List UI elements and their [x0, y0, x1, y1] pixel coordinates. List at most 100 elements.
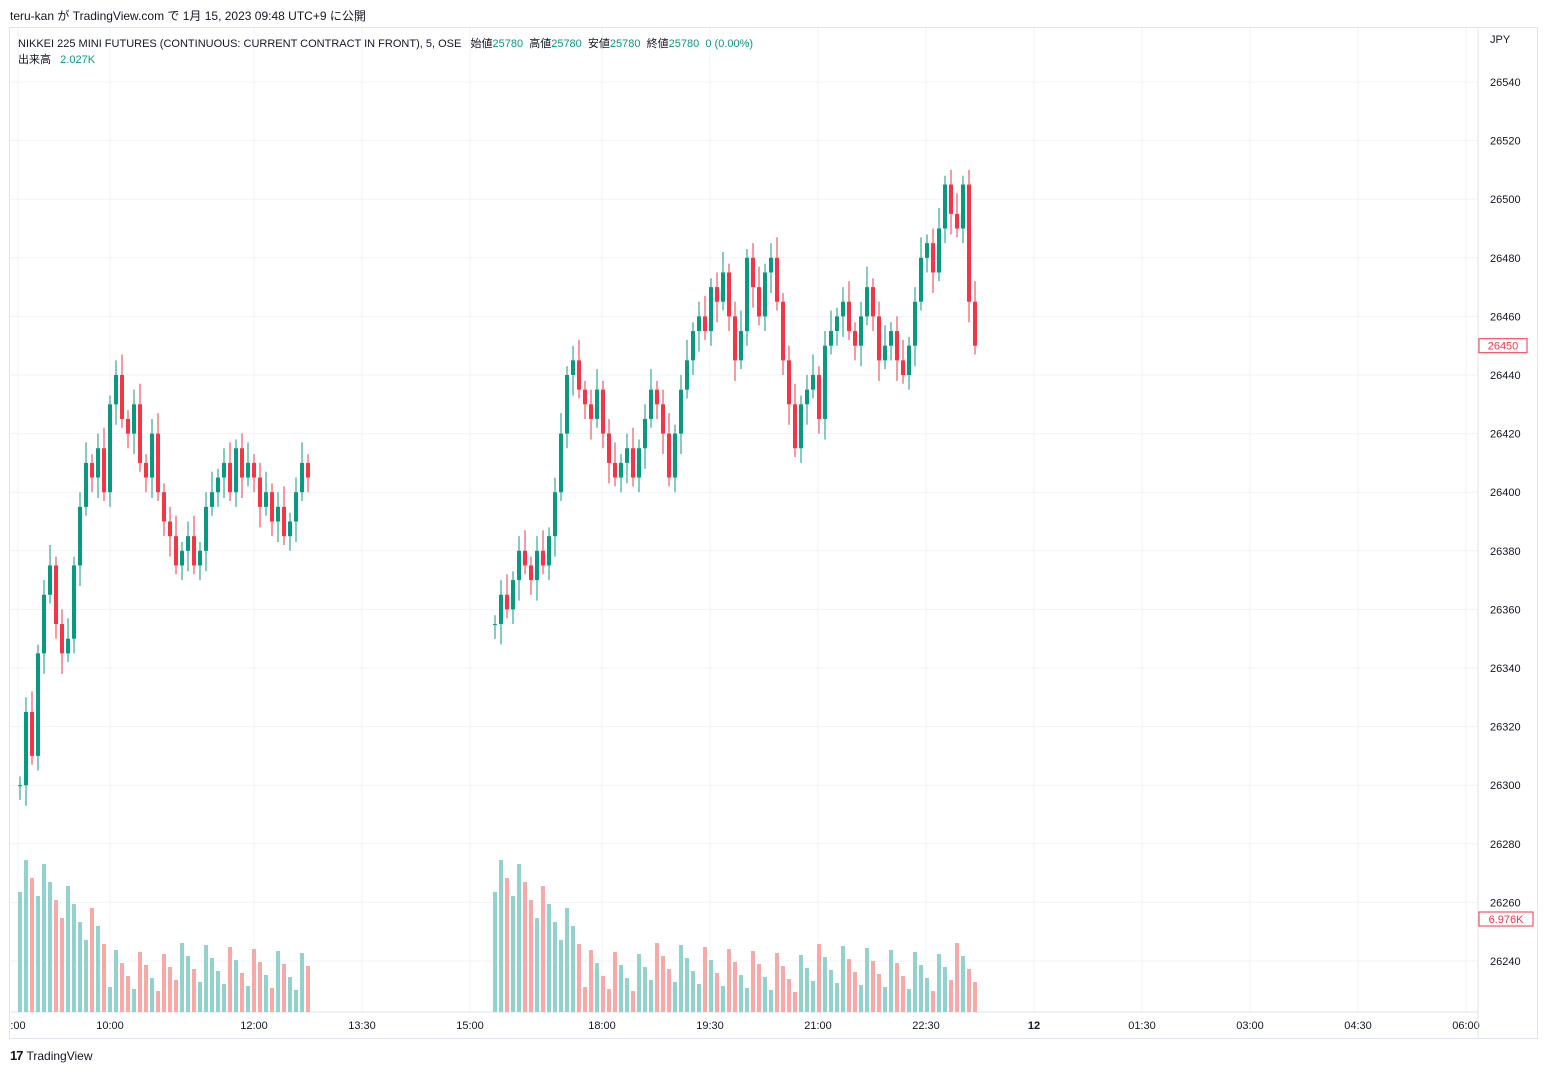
change-value: 0 (0.00%)	[705, 38, 754, 50]
candle-body	[823, 345, 827, 419]
candle-body	[156, 433, 160, 493]
candle-body	[246, 462, 250, 478]
y-tick-label: 26300	[1490, 780, 1521, 792]
volume-bar	[655, 943, 659, 1012]
last-price-label: 26450	[1488, 341, 1519, 353]
volume-bar	[913, 952, 917, 1012]
candle-body	[793, 404, 797, 449]
volume-bar	[643, 967, 647, 1012]
volume-badge-label: 6.976K	[1489, 914, 1525, 926]
candle-body	[925, 243, 929, 258]
volume-bar	[943, 967, 947, 1012]
brand-name[interactable]: TradingView	[26, 1048, 93, 1063]
candle-body	[877, 316, 881, 361]
candle-body	[108, 404, 112, 493]
candle-body	[541, 550, 545, 566]
tradingview-logo-icon[interactable]: 17	[10, 1048, 24, 1063]
x-tick-label: :00	[10, 1020, 25, 1032]
volume-bar	[210, 958, 214, 1012]
y-tick-label: 26340	[1490, 663, 1521, 675]
low-label: 安値	[587, 38, 610, 50]
candle-body	[649, 389, 653, 419]
x-tick-label: 19:30	[696, 1020, 724, 1032]
candle-body	[42, 594, 46, 654]
volume-bar	[144, 965, 148, 1012]
candle-body	[895, 331, 899, 361]
volume-bar	[745, 988, 749, 1012]
candle-body	[643, 418, 647, 449]
candle-body	[174, 536, 178, 566]
volume-bar	[559, 940, 563, 1012]
candle-body	[697, 316, 701, 332]
volume-bar	[853, 972, 857, 1012]
volume-bar	[661, 956, 665, 1012]
volume-bar	[841, 946, 845, 1012]
volume-bar	[102, 944, 106, 1012]
x-tick-label: 18:00	[588, 1020, 616, 1032]
volume-bar	[505, 878, 509, 1012]
volume-bar	[306, 966, 310, 1012]
volume-bar	[805, 968, 809, 1012]
candle-body	[499, 594, 503, 625]
candle-body	[949, 184, 953, 214]
volume-bar	[192, 969, 196, 1012]
candle-body	[661, 404, 665, 434]
candle-body	[703, 316, 707, 332]
candle-body	[757, 287, 761, 317]
symbol-name[interactable]: NIKKEI 225 MINI FUTURES (CONTINUOUS: CUR…	[18, 38, 462, 50]
volume-bar	[24, 860, 28, 1012]
volume-bar	[937, 954, 941, 1012]
candle-body	[829, 331, 833, 346]
candle-body	[883, 345, 887, 361]
candle-body	[517, 550, 521, 581]
candle-body	[685, 360, 689, 390]
volume-bar	[589, 950, 593, 1012]
candle-body	[36, 653, 40, 756]
volume-bar	[493, 892, 497, 1012]
high-label: 高値	[529, 38, 552, 50]
volume-bar	[511, 896, 515, 1012]
candle-body	[162, 492, 166, 522]
candle-body	[240, 448, 244, 478]
volume-bar	[709, 960, 713, 1012]
y-tick-label: 26420	[1490, 429, 1521, 441]
candle-body	[66, 638, 70, 654]
candle-body	[150, 433, 154, 478]
volume-bar	[907, 989, 911, 1012]
candle-body	[943, 184, 947, 229]
volume-bar	[42, 864, 46, 1012]
volume-bar	[541, 886, 545, 1012]
volume-bar	[877, 974, 881, 1012]
publish-caption: teru-kan が TradingView.com で 1月 15, 2023…	[10, 9, 366, 23]
candle-body	[679, 389, 683, 434]
volume-bar	[270, 988, 274, 1012]
candle-body	[691, 331, 695, 361]
candle-body	[709, 287, 713, 332]
volume-bar	[535, 918, 539, 1012]
volume-bar	[234, 960, 238, 1012]
candle-body	[559, 433, 563, 493]
volume-bar	[601, 976, 605, 1012]
candle-body	[739, 331, 743, 361]
candle-body	[306, 462, 310, 478]
candle-body	[601, 389, 605, 434]
open-value: 25780	[492, 38, 524, 50]
candle-body	[264, 492, 268, 507]
volume-bar	[895, 963, 899, 1012]
candle-body	[102, 448, 106, 493]
y-tick-label: 26320	[1490, 722, 1521, 734]
candle-body	[595, 389, 599, 419]
y-tick-label: 26540	[1490, 77, 1521, 89]
volume-bar	[637, 954, 641, 1012]
volume-bar	[132, 989, 136, 1012]
volume-bar	[571, 926, 575, 1012]
candle-body	[751, 257, 755, 288]
candle-body	[282, 506, 286, 537]
x-tick-label: 06:00	[1452, 1020, 1480, 1032]
volume-bar	[763, 977, 767, 1012]
candle-body	[775, 257, 779, 302]
x-tick-label: 03:00	[1236, 1020, 1264, 1032]
candle-body	[222, 462, 226, 478]
volume-bar	[733, 962, 737, 1012]
